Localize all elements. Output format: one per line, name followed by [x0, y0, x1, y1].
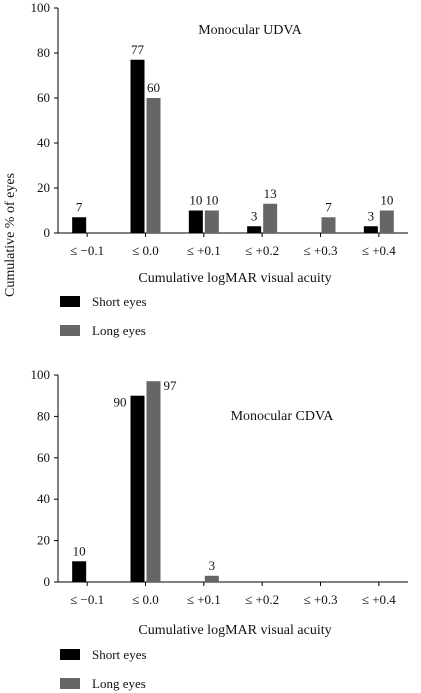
x-axis-title: Cumulative logMAR visual acuity — [138, 271, 331, 286]
bar-short-eyes — [130, 395, 145, 582]
x-tick-label: ≤ +0.2 — [245, 243, 279, 258]
y-tick-label: 0 — [44, 574, 51, 589]
x-tick-label: ≤ +0.3 — [304, 592, 338, 607]
data-label: 3 — [209, 558, 216, 573]
data-label: 10 — [189, 193, 202, 208]
y-tick-label: 100 — [31, 0, 51, 15]
bar-long-eyes — [204, 210, 219, 233]
x-axis-title: Cumulative logMAR visual acuity — [138, 623, 331, 638]
bar-short-eyes — [247, 226, 262, 233]
legend-label: Short eyes — [92, 647, 147, 662]
data-label: 10 — [205, 193, 218, 208]
y-tick-label: 40 — [37, 135, 50, 150]
legend-swatch — [60, 678, 80, 689]
bar-long-eyes — [321, 217, 336, 233]
legend-label: Long eyes — [92, 676, 146, 691]
legend-swatch — [60, 325, 80, 336]
x-tick-label: ≤ −0.1 — [70, 592, 104, 607]
data-label: 7 — [325, 199, 332, 214]
bar-short-eyes — [188, 210, 203, 233]
chart-panel-cdva: 0 20 40 60 80 100 ≤ −0.1 10 ≤ 0.0 90 97 ≤ +0.1 3 ≤ +0… — [31, 367, 408, 691]
x-tick-label: ≤ +0.3 — [304, 243, 338, 258]
bar-long-eyes — [204, 575, 219, 582]
legend-swatch — [60, 296, 80, 307]
data-label: 60 — [147, 80, 160, 95]
data-label: 3 — [368, 208, 375, 223]
shared-y-axis-title: Cumulative % of eyes — [3, 173, 18, 297]
data-label: 10 — [380, 193, 393, 208]
x-tick-label: ≤ +0.2 — [245, 592, 279, 607]
y-tick-label: 60 — [37, 90, 50, 105]
bar-short-eyes — [363, 226, 378, 233]
data-label: 7 — [76, 199, 83, 214]
x-tick-label: ≤ −0.1 — [70, 243, 104, 258]
y-tick-label: 80 — [37, 408, 50, 423]
y-tick-label: 100 — [31, 367, 51, 382]
x-tick-label: ≤ 0.0 — [132, 243, 159, 258]
chart-title: Monocular CDVA — [231, 409, 335, 424]
chart-title: Monocular UDVA — [198, 23, 302, 38]
bar-long-eyes — [263, 203, 278, 233]
data-label: 10 — [73, 543, 86, 558]
data-label: 13 — [264, 186, 277, 201]
bar-long-eyes — [146, 381, 161, 582]
bar-short-eyes — [72, 561, 87, 582]
y-tick-label: 20 — [37, 533, 50, 548]
bar-short-eyes — [72, 217, 87, 233]
data-label: 77 — [131, 42, 145, 57]
data-label: 90 — [114, 395, 127, 410]
x-tick-label: ≤ +0.1 — [187, 592, 221, 607]
x-tick-label: ≤ 0.0 — [132, 592, 159, 607]
y-tick-label: 20 — [37, 180, 50, 195]
data-label: 3 — [251, 208, 258, 223]
y-tick-label: 60 — [37, 450, 50, 465]
y-tick-label: 80 — [37, 45, 50, 60]
bar-long-eyes — [379, 210, 394, 233]
x-tick-label: ≤ +0.1 — [187, 243, 221, 258]
x-tick-label: ≤ +0.4 — [362, 243, 396, 258]
legend-swatch — [60, 649, 80, 660]
legend-label: Long eyes — [92, 323, 146, 338]
bar-short-eyes — [130, 59, 145, 233]
legend-label: Short eyes — [92, 294, 147, 309]
y-tick-label: 0 — [44, 225, 51, 240]
x-tick-label: ≤ +0.4 — [362, 592, 396, 607]
y-tick-label: 40 — [37, 491, 50, 506]
bar-long-eyes — [146, 98, 161, 233]
data-label: 97 — [164, 378, 178, 393]
